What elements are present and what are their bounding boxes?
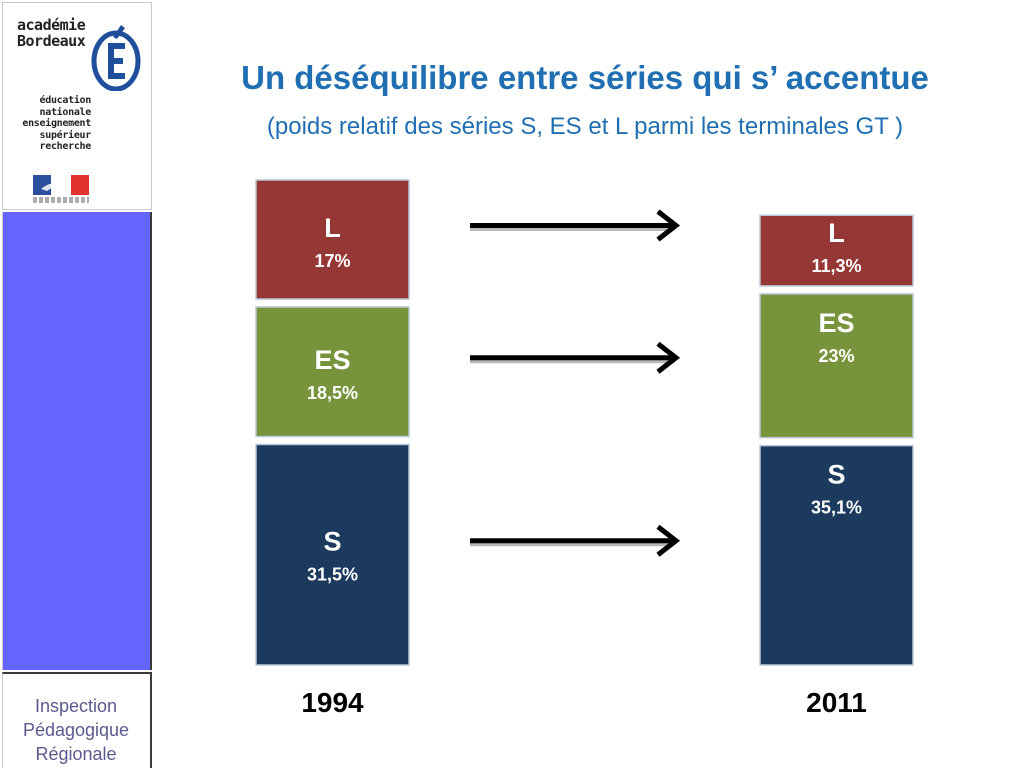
value-es-1994: 18,5%	[307, 383, 358, 403]
slide-title: Un déséquilibre entre séries qui s’ acce…	[241, 59, 929, 96]
label-l-2011: L	[828, 218, 845, 248]
year-label-2011: 2011	[806, 687, 867, 718]
value-s-2011: 35,1%	[811, 498, 862, 518]
value-l-2011: 11,3%	[811, 256, 861, 276]
label-l-1994: L	[324, 213, 341, 243]
bar-l-2011	[759, 214, 914, 287]
inspection-label: Inspection Pédagogique Régionale	[22, 696, 130, 764]
value-es-2011: 23%	[818, 346, 854, 366]
bar-es-1994	[255, 306, 410, 438]
left-banner: académie Bordeaux éducation nationale en…	[0, 0, 155, 768]
arrow-l	[470, 209, 681, 242]
logo-ministry-text: éducation nationale enseignement supérie…	[22, 95, 91, 152]
logo-academie-text: académie Bordeaux	[17, 16, 86, 50]
arrow-es	[470, 341, 681, 374]
banner-blue-band	[2, 212, 152, 670]
flag-caption	[33, 197, 89, 203]
label-es-1994: ES	[314, 345, 350, 375]
year-label-1994: 1994	[301, 687, 364, 718]
banner-footer: Inspection Pédagogique Régionale	[2, 672, 152, 768]
logo-e-icon	[91, 25, 141, 91]
label-s-2011: S	[827, 460, 845, 490]
label-s-1994: S	[323, 526, 341, 556]
label-es-2011: ES	[818, 308, 854, 338]
arrow-s	[470, 524, 681, 557]
bar-es-2011	[759, 293, 914, 439]
value-s-1994: 31,5%	[307, 564, 358, 584]
bar-l-1994	[255, 179, 410, 300]
bar-s-1994	[255, 443, 410, 666]
academie-logo: académie Bordeaux éducation nationale en…	[2, 2, 152, 210]
value-l-1994: 17%	[314, 251, 350, 271]
republique-flag-icon	[33, 175, 89, 195]
bar-s-2011	[759, 444, 914, 666]
slide-subtitle: (poids relatif des séries S, ES et L par…	[266, 113, 904, 140]
